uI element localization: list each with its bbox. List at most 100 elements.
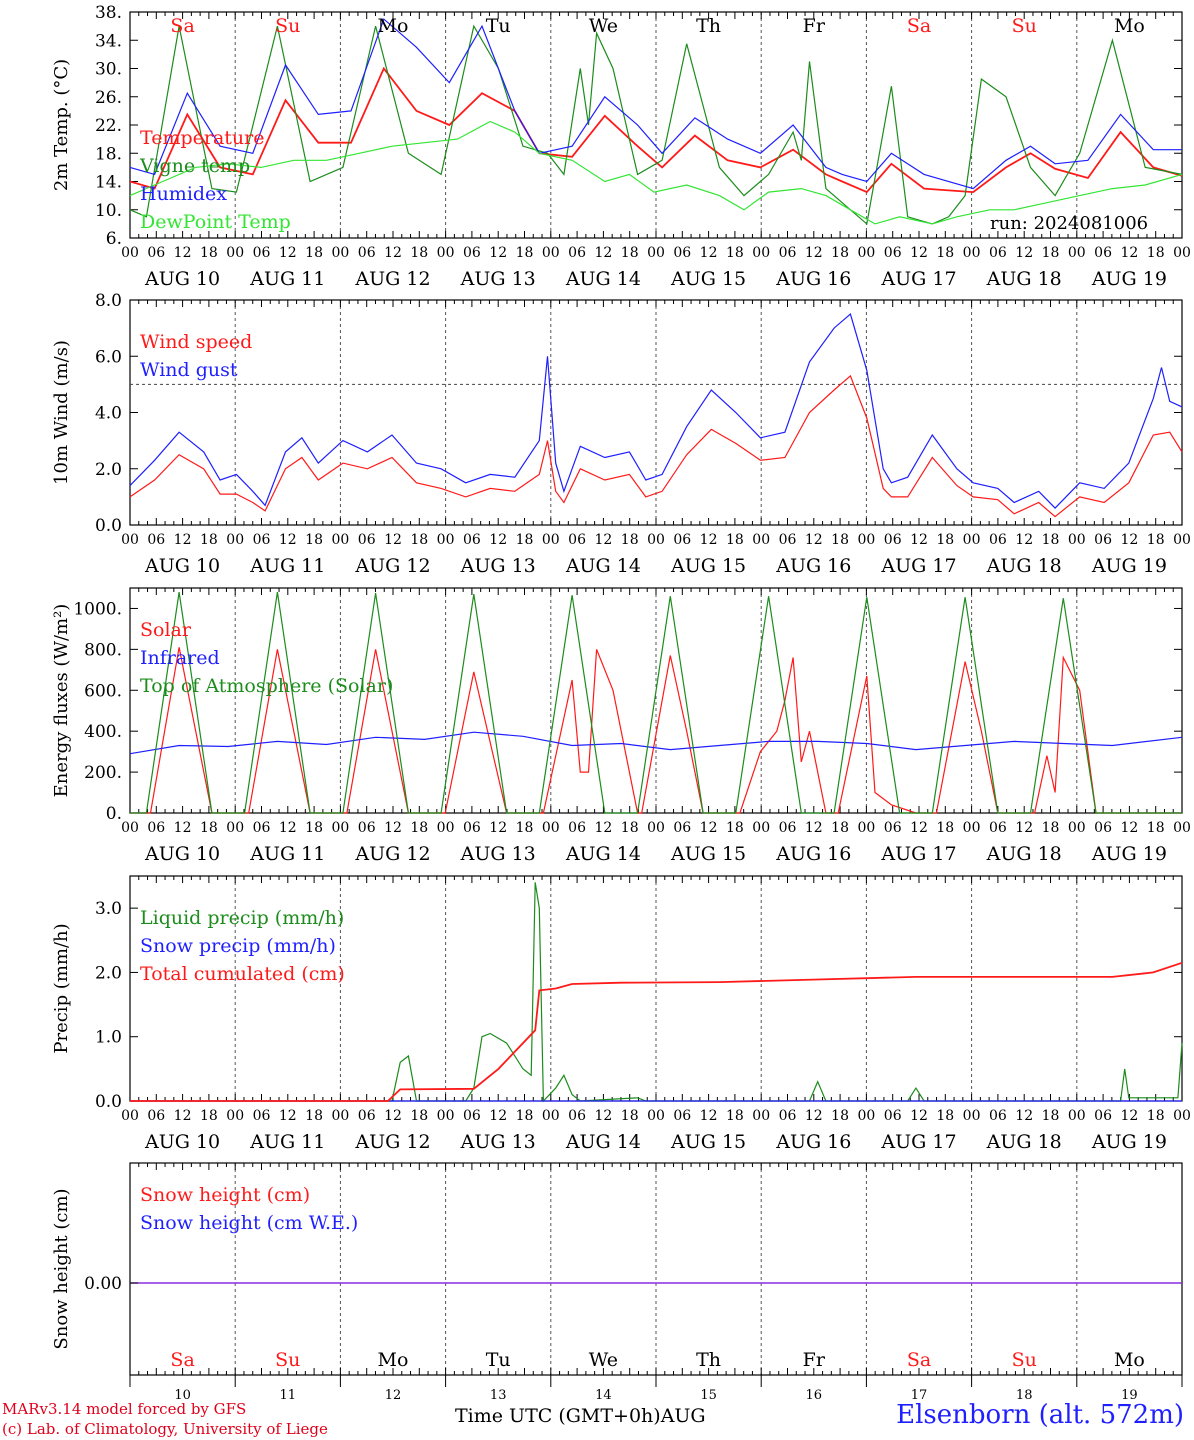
hour-tick-label: 00 <box>121 532 139 548</box>
hour-tick-label: 18 <box>305 1108 323 1124</box>
hour-tick-label: 06 <box>358 532 376 548</box>
y-axis-label: Precip (mm/h) <box>51 923 72 1053</box>
hour-tick-label: 12 <box>1120 245 1138 261</box>
hour-tick-label: 12 <box>279 532 297 548</box>
hour-tick-label: 00 <box>542 820 560 836</box>
hour-tick-label: 12 <box>700 245 718 261</box>
hour-tick-label: 00 <box>542 1108 560 1124</box>
date-label: AUG 17 <box>880 843 956 865</box>
weekday-label: Mo <box>378 15 409 37</box>
legend-entry: Infrared <box>140 647 220 669</box>
panel-1: 6. 10. 14. 18. 22. 26. 30. 34. 38. 2m Temp. (°C) T… <box>51 3 1191 290</box>
y-tick-label: 38. <box>95 3 122 23</box>
legend-entry: Snow height (cm W.E.) <box>140 1212 358 1234</box>
date-label: AUG 17 <box>880 268 956 290</box>
series-line-dewpoint-temp <box>129 120 1183 225</box>
hour-tick-label: 18 <box>621 1108 639 1124</box>
hour-tick-label: 12 <box>174 820 192 836</box>
hour-tick-label: 00 <box>121 245 139 261</box>
date-label: AUG 15 <box>670 843 746 865</box>
hour-tick-label: 00 <box>752 820 770 836</box>
y-tick-label: 800. <box>84 640 122 660</box>
hour-tick-label: 06 <box>989 1108 1007 1124</box>
weekday-label: Mo <box>1114 1349 1145 1371</box>
date-label: AUG 12 <box>354 268 430 290</box>
month-label: AUG <box>660 1405 706 1427</box>
date-label: AUG 19 <box>1091 843 1167 865</box>
legend-entry: Humidex <box>140 183 227 205</box>
weekday-label: Fr <box>803 1349 826 1371</box>
y-tick-label: 3.0 <box>95 899 122 919</box>
y-tick-label: 30. <box>95 60 122 80</box>
hour-tick-label: 12 <box>910 1108 928 1124</box>
hour-tick-label: 18 <box>936 1108 954 1124</box>
run-label: run: 2024081006 <box>990 213 1148 234</box>
hour-tick-label: 18 <box>200 1108 218 1124</box>
plot-frame <box>129 299 1183 526</box>
hour-tick-label: 00 <box>226 1108 244 1124</box>
series-line-wind-speed <box>129 374 1183 518</box>
hour-tick-label: 06 <box>673 532 691 548</box>
hour-tick-label: 12 <box>1120 532 1138 548</box>
hour-tick-label: 00 <box>331 820 349 836</box>
legend-entry: Temperature <box>140 127 264 149</box>
date-label: AUG 13 <box>460 1131 536 1153</box>
hour-tick-label: 12 <box>805 820 823 836</box>
series-line-total-cumulated-cm- <box>130 961 1183 1102</box>
hour-tick-label: 12 <box>910 245 928 261</box>
hour-tick-label: 12 <box>594 820 612 836</box>
hour-tick-label: 00 <box>1173 1108 1191 1124</box>
station-name: Elsenborn (alt. 572m) <box>896 1400 1184 1430</box>
series-line-liquid-precip-mm-h- <box>130 882 1183 1103</box>
panel-3: 0. 200. 400. 600. 800. 1000.Energy fluxes (W/… <box>51 587 1191 865</box>
hour-tick-label: 00 <box>963 532 981 548</box>
date-label: AUG 16 <box>775 843 851 865</box>
hour-tick-label: 12 <box>700 820 718 836</box>
date-label: AUG 10 <box>144 843 220 865</box>
hour-tick-label: 18 <box>726 1108 744 1124</box>
hour-tick-label: 18 <box>1042 1108 1060 1124</box>
hour-tick-label: 18 <box>1042 532 1060 548</box>
legend-entry: Wind gust <box>140 359 238 381</box>
hour-tick-label: 06 <box>463 532 481 548</box>
hour-tick-label: 06 <box>147 245 165 261</box>
hour-tick-label: 12 <box>805 245 823 261</box>
date-label: AUG 14 <box>565 843 641 865</box>
series-line-wind-gust <box>129 313 1183 509</box>
hour-tick-label: 00 <box>437 820 455 836</box>
y-tick-label: 26. <box>95 88 122 108</box>
y-tick-label: 0.0 <box>95 516 122 536</box>
day-number-label: 12 <box>385 1388 402 1403</box>
y-tick-label: 10. <box>95 201 122 221</box>
y-tick-label: 4.0 <box>95 404 122 424</box>
day-number-label: 19 <box>1121 1388 1138 1403</box>
y-tick-label: 34. <box>95 31 122 51</box>
hour-tick-label: 18 <box>621 245 639 261</box>
hour-tick-label: 06 <box>779 245 797 261</box>
day-number-label: 11 <box>280 1388 297 1403</box>
weekday-label: Fr <box>803 15 826 37</box>
hour-tick-label: 12 <box>1120 820 1138 836</box>
hour-tick-label: 00 <box>857 1108 875 1124</box>
hour-tick-label: 00 <box>963 1108 981 1124</box>
hour-tick-label: 00 <box>857 820 875 836</box>
series-line-vigne-temp <box>129 24 1183 226</box>
hour-tick-label: 18 <box>726 532 744 548</box>
hour-tick-label: 06 <box>989 245 1007 261</box>
hour-tick-label: 12 <box>384 532 402 548</box>
day-number-label: 17 <box>911 1388 928 1403</box>
hour-tick-label: 18 <box>936 820 954 836</box>
weekday-label: Sa <box>907 15 931 37</box>
y-axis-label: 2m Temp. (°C) <box>51 59 72 191</box>
series-line-solar <box>130 647 1182 814</box>
hour-tick-label: 18 <box>726 245 744 261</box>
hour-tick-label: 06 <box>568 1108 586 1124</box>
hour-tick-label: 12 <box>489 1108 507 1124</box>
hour-tick-label: 00 <box>1173 820 1191 836</box>
hour-tick-label: 18 <box>410 820 428 836</box>
x-axis-label: Time UTC (GMT+0h)AUG <box>455 1405 706 1427</box>
date-label: AUG 12 <box>354 1131 430 1153</box>
y-tick-label: 600. <box>84 681 122 701</box>
series-line-temperature <box>129 66 1183 194</box>
